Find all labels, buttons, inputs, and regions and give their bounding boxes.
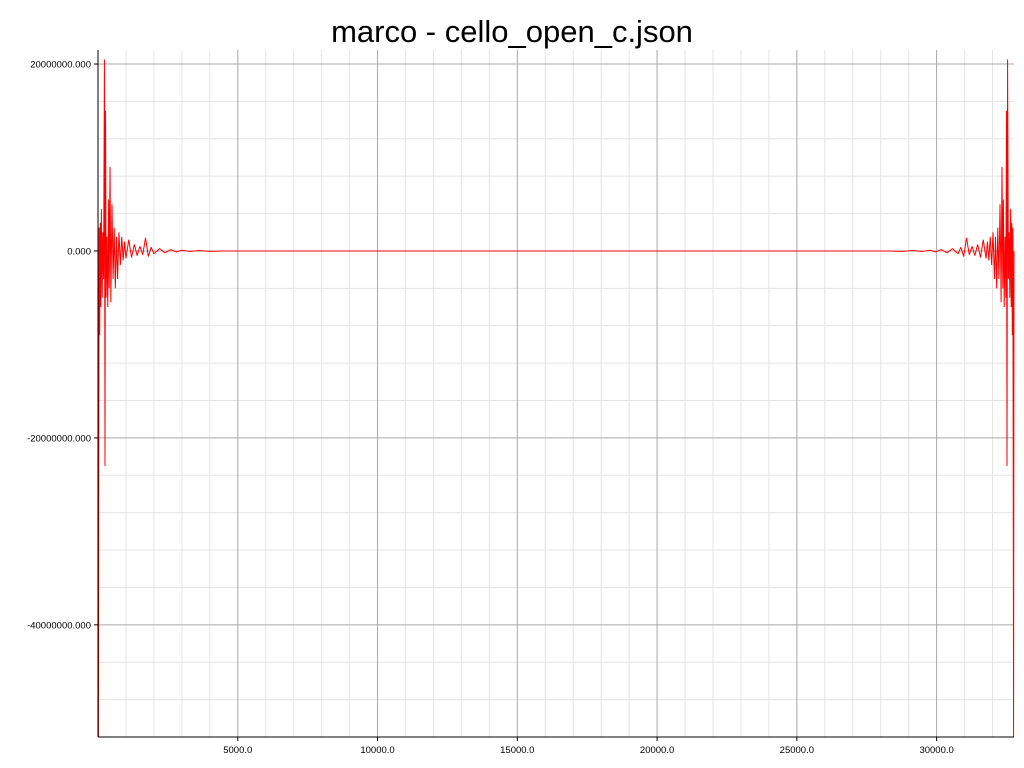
x-tick-label: 5000.0 <box>223 745 252 756</box>
x-tick-label: 25000.0 <box>780 745 814 756</box>
major-gridlines <box>98 50 1014 737</box>
x-tick-label: 10000.0 <box>360 745 394 756</box>
y-tick-label: 20000000.000 <box>30 60 91 71</box>
y-tick-label: -20000000.000 <box>27 433 91 444</box>
x-tick-label: 15000.0 <box>500 745 534 756</box>
series-line <box>97 59 1015 738</box>
x-tick-label: 20000.0 <box>640 745 674 756</box>
x-axis-ticks: 5000.0 10000.0 15000.0 20000.0 25000.0 30000.… <box>223 737 954 756</box>
y-axis-ticks: 20000000.000 0.000 -20000000.000 -40000000.… <box>27 60 98 631</box>
chart-title: marco - cello_open_c.json <box>331 14 693 49</box>
y-tick-label: 0.000 <box>67 246 91 257</box>
minor-gridlines <box>98 50 1014 738</box>
axes <box>97 50 1014 738</box>
series-layer <box>97 59 1015 738</box>
y-tick-label: -40000000.000 <box>27 620 91 631</box>
x-tick-label: 30000.0 <box>919 745 953 756</box>
